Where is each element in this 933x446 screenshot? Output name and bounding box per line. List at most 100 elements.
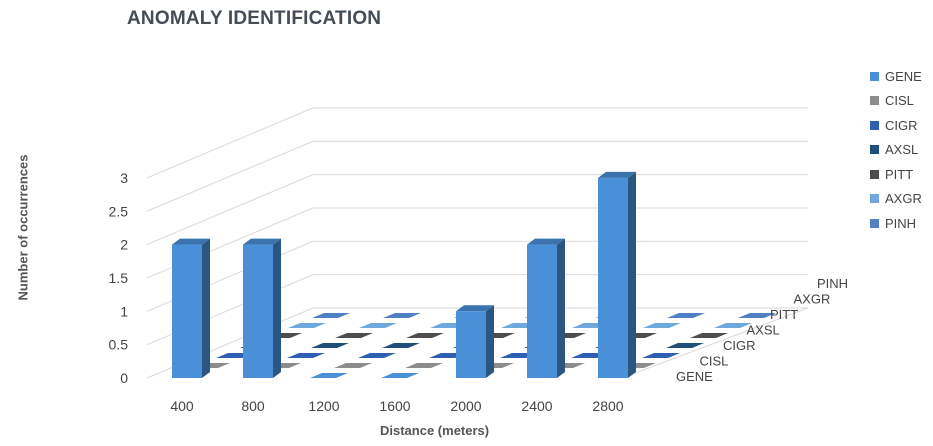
depth-axis-label: AXGR [794, 292, 831, 307]
axis-labels: 0 0.5 1 1.5 2 2.5 3 400 800 1200 1600 2000 2400 2800 G… [109, 170, 849, 414]
bar-zero-marker [287, 353, 325, 358]
gridline [146, 174, 808, 246]
bar-cisl-1200 [334, 363, 372, 368]
bar-axgr-400 [288, 323, 326, 328]
y-tick-label: 3 [120, 170, 128, 186]
bar-axsl-2800 [666, 343, 704, 348]
bar-side-face [202, 238, 210, 378]
bar-front-face [456, 311, 486, 378]
bar-pitt-2800 [690, 333, 728, 338]
bar-zero-marker [405, 363, 443, 368]
floor-edge [621, 307, 809, 379]
legend: GENE CISL CIGR AXSL PITT AXGR PINH [870, 64, 922, 236]
legend-swatch [870, 218, 879, 228]
bar-zero-marker [335, 333, 373, 338]
legend-swatch [870, 96, 879, 106]
legend-item-pinh: PINH [870, 211, 922, 236]
x-tick-label: 800 [241, 398, 265, 414]
bar-gene-2400 [527, 238, 565, 378]
legend-swatch [870, 194, 879, 204]
bar-gene-800 [243, 238, 281, 378]
bar-zero-marker [667, 313, 705, 318]
bar-zero-marker [666, 343, 704, 348]
bar-axsl-1200 [382, 343, 420, 348]
legend-label: PITT [885, 166, 914, 182]
bar-zero-marker [358, 353, 396, 358]
bar-side-face [557, 238, 565, 378]
bar-zero-marker [406, 333, 444, 338]
depth-axis-label: CIGR [723, 338, 756, 353]
x-tick-label: 1600 [379, 398, 410, 414]
bar-top-face [527, 238, 565, 245]
bar-zero-marker [359, 323, 397, 328]
bar-zero-marker [310, 373, 348, 378]
y-tick-label: 0.5 [109, 337, 129, 353]
gridline [146, 107, 808, 179]
bar-front-face [527, 244, 557, 378]
x-tick-label: 400 [170, 398, 194, 414]
bar-axgr-800 [359, 323, 397, 328]
bar-cisl-1600 [405, 363, 443, 368]
bar-side-face [628, 171, 636, 378]
bar-side-face [273, 238, 281, 378]
bar-cigr-2800 [642, 353, 680, 358]
bar-pinh-2400 [667, 313, 705, 318]
bar-top-face [172, 238, 210, 245]
legend-label: PINH [885, 215, 917, 231]
legend-swatch [870, 71, 879, 81]
bar-front-face [598, 177, 628, 378]
y-tick-label: 2.5 [109, 203, 129, 219]
bar-pinh-2800 [738, 313, 776, 318]
bar-top-face [456, 305, 494, 312]
x-tick-label: 1200 [308, 398, 339, 414]
bar-side-face [486, 305, 494, 378]
depth-axis-label: AXSL [747, 323, 780, 338]
y-tick-label: 2 [120, 237, 128, 253]
y-tick-label: 0 [120, 370, 128, 386]
x-tick-label: 2400 [521, 398, 552, 414]
bar-axgr-2400 [643, 323, 681, 328]
legend-label: CISL [885, 93, 914, 109]
legend-item-pitt: PITT [870, 162, 922, 187]
bar-gene-1200 [310, 373, 348, 378]
x-axis-label: Distance (meters) [380, 423, 490, 438]
bar-zero-marker [334, 363, 372, 368]
bar-zero-marker [690, 333, 728, 338]
legend-label: GENE [885, 68, 922, 84]
bar-zero-marker [312, 313, 350, 318]
bar-zero-marker [643, 323, 681, 328]
bar-zero-marker [642, 353, 680, 358]
bar-pinh-800 [383, 313, 421, 318]
x-tick-label: 2000 [450, 398, 481, 414]
legend-swatch [870, 145, 879, 155]
bar-pitt-800 [335, 333, 373, 338]
bar-cigr-1200 [358, 353, 396, 358]
bar-top-face [598, 171, 636, 178]
bar-zero-marker [288, 323, 326, 328]
bar-zero-marker [381, 373, 419, 378]
depth-axis-label: CISL [700, 354, 729, 369]
x-tick-label: 2800 [592, 398, 623, 414]
bar-zero-marker [714, 323, 752, 328]
legend-label: AXGR [885, 191, 922, 207]
bar-front-face [172, 244, 202, 378]
legend-label: AXSL [885, 142, 919, 158]
bar-axsl-800 [311, 343, 349, 348]
legend-swatch [870, 120, 879, 130]
bar-pinh-400 [312, 313, 350, 318]
legend-item-gene: GENE [870, 64, 922, 89]
depth-axis-label: GENE [676, 369, 713, 384]
bar-zero-marker [382, 343, 420, 348]
legend-item-cigr: CIGR [870, 113, 922, 138]
y-tick-label: 1.5 [109, 270, 129, 286]
legend-item-axgr: AXGR [870, 187, 922, 212]
legend-swatch [870, 169, 879, 179]
bars [172, 171, 776, 378]
bar-cigr-800 [287, 353, 325, 358]
bar-axgr-2800 [714, 323, 752, 328]
chart-title: ANOMALY IDENTIFICATION [127, 8, 382, 29]
legend-label: CIGR [885, 117, 918, 133]
depth-axis-label: PITT [770, 307, 798, 322]
bar-gene-2000 [456, 305, 494, 378]
